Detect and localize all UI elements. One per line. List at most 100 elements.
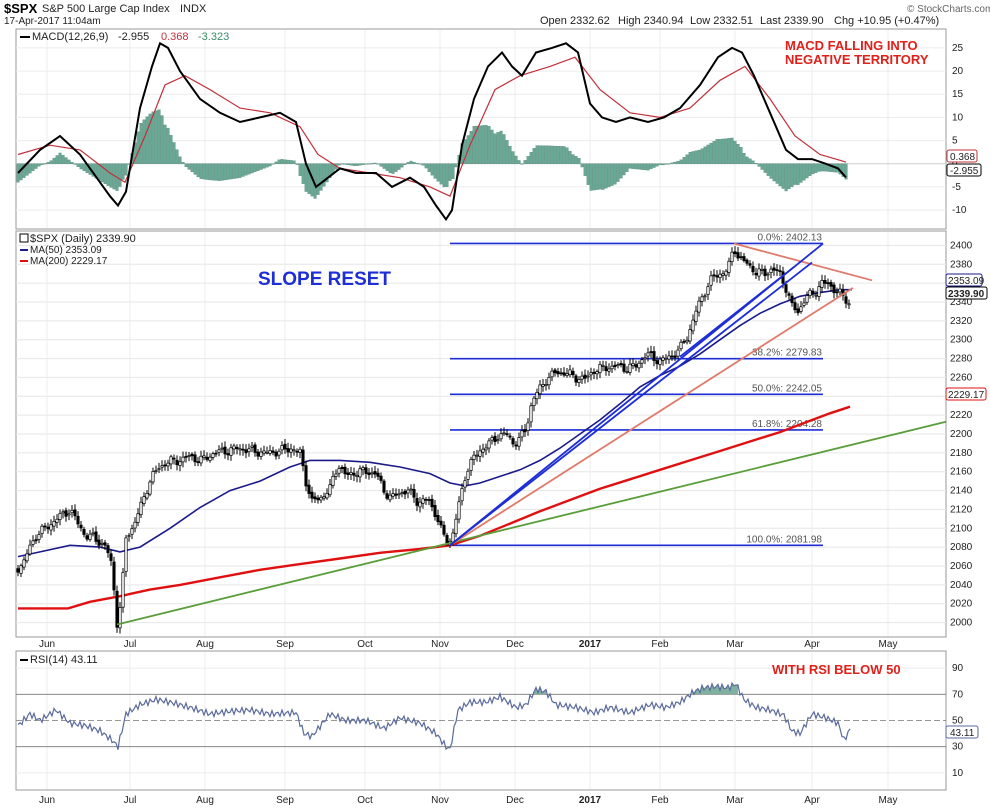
candle-body — [115, 590, 119, 628]
rsi-month-axis: Jun Jul Aug Sep Oct Nov Dec 2017 Feb Mar Apr May — [39, 795, 898, 806]
macd-histogram-bar — [166, 127, 170, 164]
macd-histogram-bar — [448, 163, 452, 181]
candle-body — [346, 472, 350, 475]
macd-histogram-bar — [727, 138, 731, 164]
candle-body — [529, 405, 533, 423]
macd-histogram-bar — [397, 163, 401, 170]
macd-histogram-bar — [646, 163, 650, 171]
month-tick-label: Jun — [39, 639, 55, 650]
candle-body — [319, 496, 323, 501]
macd-histogram-bar — [586, 163, 590, 185]
macd-histogram-bar — [124, 163, 128, 176]
candle-body — [715, 275, 719, 278]
price-month-axis: Jun Jul Aug Sep Oct Nov Dec 2017 Feb Mar Apr May — [39, 639, 898, 650]
candle-body — [733, 251, 737, 255]
macd-histogram-bar — [391, 163, 395, 174]
macd-histogram-bar — [427, 163, 431, 172]
candle-body — [184, 456, 188, 458]
macd-histogram-bar — [442, 163, 446, 188]
ma50-badge — [945, 273, 983, 287]
candle-body — [574, 375, 578, 383]
macd-histogram-bar — [565, 147, 569, 164]
candle-body — [307, 484, 311, 494]
month-tick-label: Oct — [357, 795, 373, 806]
candle-body — [328, 484, 332, 496]
macd-histogram-bar — [562, 146, 566, 164]
macd-histogram-bar — [229, 163, 233, 180]
candle-body — [214, 452, 218, 455]
candle-body — [154, 470, 158, 472]
macd-histogram-bar — [757, 163, 761, 167]
macd-histogram-bar — [283, 159, 287, 164]
macd-histogram-bar — [238, 163, 242, 178]
candle-body — [523, 429, 527, 433]
symbol-label: $SPX — [4, 1, 38, 16]
candle-body — [232, 445, 236, 450]
price-tick-label: 2400 — [950, 240, 973, 251]
macd-histogram-bar — [694, 150, 698, 164]
macd-histogram-bar — [514, 155, 518, 164]
candle-body — [385, 493, 389, 499]
macd-histogram-bar — [301, 163, 305, 184]
macd-tick-label: 5 — [952, 136, 958, 147]
month-tick-label: Apr — [804, 795, 820, 806]
candle-body — [748, 263, 752, 266]
macd-histogram-bar — [508, 145, 512, 164]
macd-histogram-bar — [490, 129, 494, 164]
macd-histogram-bar — [700, 148, 704, 164]
candle-body — [145, 493, 149, 499]
candle-body — [172, 457, 176, 460]
candle-body — [58, 513, 62, 520]
macd-histogram-bar — [673, 161, 677, 164]
macd-histogram-bar — [796, 163, 800, 185]
candle-body — [259, 451, 263, 457]
macd-histogram-bar — [145, 116, 149, 164]
candle-body — [700, 296, 704, 302]
candle-body — [139, 501, 143, 516]
macd-histogram-bar — [742, 153, 746, 164]
macd-histogram-bar — [493, 133, 497, 164]
candle-body — [586, 375, 590, 378]
ma200-badge — [945, 387, 987, 401]
macd-histogram-bar — [718, 139, 722, 164]
candle-body — [382, 480, 386, 493]
price-tick-label: 2260 — [950, 372, 973, 383]
macd-tick-label: 15 — [952, 89, 964, 100]
macd-legend-macd: -2.955 — [118, 31, 149, 43]
watermark: © StockCharts.com — [907, 4, 990, 15]
candle-body — [778, 270, 782, 272]
candle-body — [55, 518, 59, 523]
macd-histogram-bar — [382, 163, 386, 169]
macd-histogram-bar — [643, 163, 647, 171]
macd-legend-signal: 0.368 — [161, 31, 189, 43]
macd-histogram-bar — [259, 163, 263, 170]
candle-body — [625, 371, 629, 373]
macd-histogram-bar — [523, 160, 527, 164]
macd-histogram-bar — [61, 155, 65, 164]
rsi-badge — [945, 725, 979, 739]
price-tick-label: 2080 — [950, 542, 973, 553]
macd-histogram-bar — [421, 163, 425, 166]
candle-body — [436, 515, 440, 523]
candle-body — [706, 286, 710, 295]
candle-body — [274, 451, 278, 457]
macd-histogram-bar — [73, 163, 77, 165]
macd-histogram-bar — [403, 163, 407, 165]
price-legend-ma200: MA(200) 2229.17 — [30, 256, 108, 267]
candle-body — [166, 462, 170, 467]
price-tick-label: 2180 — [950, 448, 973, 459]
candle-body — [682, 340, 686, 343]
candle-body — [481, 448, 485, 453]
macd-tick-label: -10 — [952, 205, 967, 216]
rsi-tick-label: 50 — [952, 716, 964, 727]
macd-histogram-bar — [661, 163, 665, 166]
macd-histogram-bar — [325, 163, 329, 183]
macd-histogram-bar — [535, 145, 539, 164]
macd-histogram-bar — [31, 163, 35, 171]
macd-histogram-bar — [616, 163, 620, 182]
macd-histogram-bar — [223, 163, 227, 181]
candle-body — [349, 472, 353, 475]
candle-body — [169, 456, 173, 465]
candle-body — [286, 448, 290, 453]
candle-body — [67, 513, 71, 516]
